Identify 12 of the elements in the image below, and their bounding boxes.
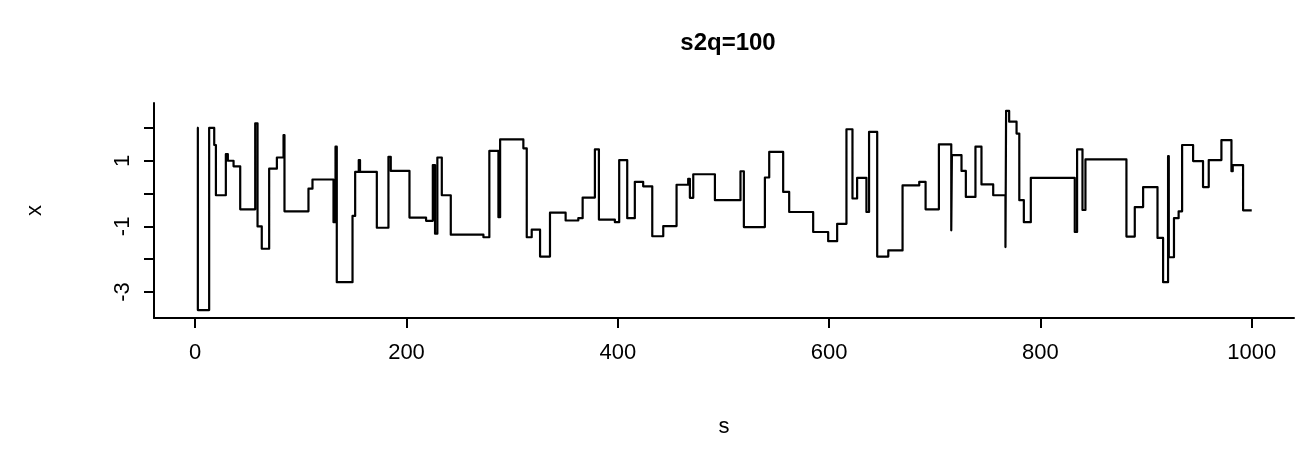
x-tick-label: 800 — [1022, 338, 1059, 364]
x-axis-title: s — [718, 412, 730, 438]
y-tick-label: 1 — [108, 154, 134, 167]
y-tick-label: -3 — [108, 282, 134, 302]
x-tick-label: 400 — [599, 338, 637, 364]
y-axis-title: x — [20, 205, 46, 216]
x-tick-label: 600 — [810, 338, 848, 364]
x-tick-label: 200 — [388, 338, 425, 364]
x-tick-label: 0 — [189, 338, 202, 364]
y-tick-label: -1 — [108, 216, 134, 237]
x-tick-label: 1000 — [1227, 338, 1277, 364]
chart-title: s2q=100 — [680, 27, 776, 55]
